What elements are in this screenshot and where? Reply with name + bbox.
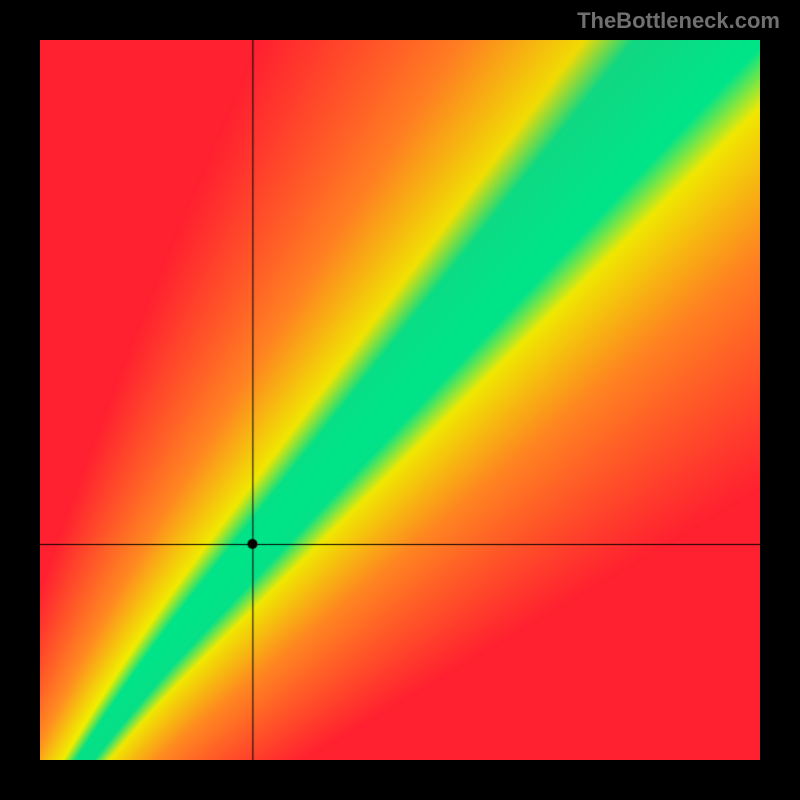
heatmap-chart <box>40 40 760 760</box>
heatmap-canvas <box>40 40 760 760</box>
chart-container: TheBottleneck.com <box>0 0 800 800</box>
watermark-text: TheBottleneck.com <box>577 8 780 34</box>
